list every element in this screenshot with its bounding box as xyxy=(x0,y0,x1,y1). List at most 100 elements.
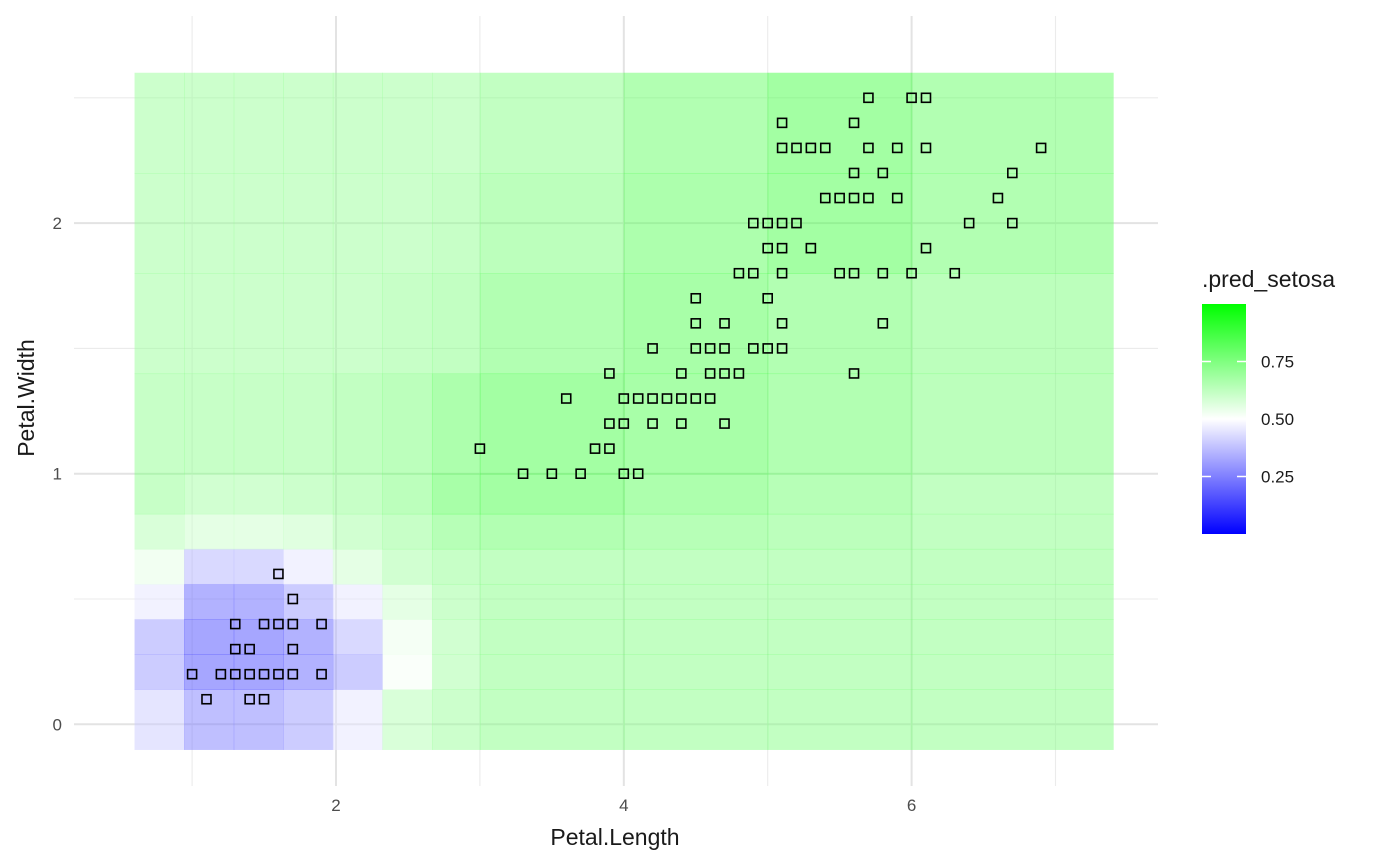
data-point xyxy=(560,393,572,404)
data-point xyxy=(776,343,788,354)
heatmap-cell xyxy=(184,619,235,655)
heatmap-cell xyxy=(134,273,185,375)
data-point xyxy=(632,393,644,404)
heatmap-cell xyxy=(332,473,383,515)
heatmap-cell xyxy=(134,583,185,620)
heatmap-cell xyxy=(382,583,433,620)
data-point xyxy=(848,267,860,279)
data-point xyxy=(834,267,845,279)
data-point xyxy=(762,343,774,354)
heatmap-cell xyxy=(233,619,284,655)
heatmap-cell xyxy=(233,273,284,375)
heatmap-cell xyxy=(332,373,383,475)
heatmap-cell xyxy=(431,689,481,750)
data-point xyxy=(517,468,529,480)
data-point xyxy=(776,142,788,154)
heatmap-cell xyxy=(134,548,185,585)
heatmap-cell xyxy=(479,273,625,375)
heatmap-cell xyxy=(767,473,913,515)
legend-tick-label: 0.75 xyxy=(1261,353,1294,372)
prediction-heatmap xyxy=(134,72,1114,750)
heatmap-cell xyxy=(479,72,625,174)
data-point xyxy=(704,393,716,404)
heatmap-cell xyxy=(767,373,913,475)
data-point xyxy=(863,92,874,104)
heatmap-cell xyxy=(283,172,334,274)
data-point xyxy=(863,192,874,204)
data-point xyxy=(776,242,788,254)
heatmap-cell xyxy=(623,513,769,550)
heatmap-cell xyxy=(233,689,284,750)
heatmap-cell xyxy=(332,548,383,585)
data-point xyxy=(776,267,788,279)
data-point xyxy=(791,217,802,229)
data-point xyxy=(762,242,774,254)
data-point xyxy=(748,267,759,279)
data-point xyxy=(661,393,673,404)
data-point xyxy=(676,368,687,379)
heatmap-cell xyxy=(623,273,769,375)
data-point xyxy=(589,443,601,454)
heatmap-cell xyxy=(767,72,913,174)
data-point xyxy=(805,142,817,154)
data-point xyxy=(273,568,284,580)
data-point xyxy=(819,142,831,154)
heatmap-cell xyxy=(431,473,481,515)
y-axis-tick-labels: 0 1 2 xyxy=(53,214,62,734)
heatmap-cell xyxy=(767,513,913,550)
heatmap-cell xyxy=(431,373,481,475)
heatmap-cell xyxy=(767,689,913,750)
heatmap-cell xyxy=(479,619,625,655)
heatmap-cell xyxy=(134,172,185,274)
data-point xyxy=(287,668,299,680)
data-point xyxy=(719,343,730,354)
heatmap-cell xyxy=(332,619,383,655)
y-tick-label: 0 xyxy=(53,715,62,734)
heatmap-cell xyxy=(134,689,185,750)
heatmap-cell xyxy=(332,583,383,620)
data-point xyxy=(604,368,615,379)
heatmap-cell xyxy=(332,689,383,750)
heatmap-cell xyxy=(431,583,481,620)
heatmap-cell xyxy=(283,373,334,475)
heatmap-cell xyxy=(479,473,625,515)
heatmap-cell xyxy=(623,689,769,750)
data-point xyxy=(949,267,961,279)
heatmap-cell xyxy=(623,548,769,585)
data-point xyxy=(920,242,932,254)
heatmap-cell xyxy=(233,72,284,174)
heatmap-cell xyxy=(911,273,1114,375)
heatmap-cell xyxy=(283,473,334,515)
heatmap-cell xyxy=(382,689,433,750)
data-point xyxy=(647,418,658,429)
data-point xyxy=(316,668,327,680)
data-point xyxy=(618,393,630,404)
heatmap-cell xyxy=(911,72,1114,174)
legend-title: .pred_setosa xyxy=(1202,266,1335,292)
heatmap-cell xyxy=(623,583,769,620)
heatmap-cell xyxy=(134,373,185,475)
data-point xyxy=(690,318,702,329)
data-point xyxy=(920,92,932,104)
data-point xyxy=(719,418,730,429)
data-point xyxy=(546,468,558,480)
heatmap-cell xyxy=(382,513,433,550)
heatmap-cell xyxy=(431,548,481,585)
data-point xyxy=(891,142,903,154)
heatmap-cell xyxy=(911,548,1114,585)
heatmap-cell xyxy=(184,513,235,550)
heatmap-cell xyxy=(767,654,913,690)
heatmap-cell xyxy=(283,654,334,690)
heatmap-cell xyxy=(332,273,383,375)
heatmap-cell xyxy=(283,513,334,550)
data-point xyxy=(776,318,788,329)
heatmap-cell xyxy=(184,373,235,475)
data-point xyxy=(676,418,687,429)
data-point xyxy=(287,618,299,630)
heatmap-cell xyxy=(184,273,235,375)
data-point xyxy=(474,443,486,454)
x-tick-label: 4 xyxy=(619,796,628,815)
data-point xyxy=(748,217,759,229)
data-point xyxy=(229,618,241,630)
data-point xyxy=(258,668,270,680)
